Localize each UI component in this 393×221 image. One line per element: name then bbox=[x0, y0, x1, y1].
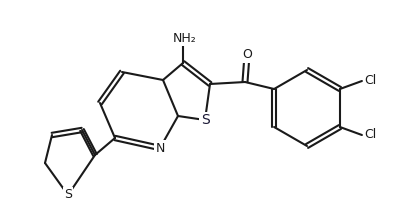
Text: O: O bbox=[242, 48, 252, 61]
Text: Cl: Cl bbox=[364, 74, 376, 88]
Text: NH₂: NH₂ bbox=[173, 32, 197, 44]
Text: S: S bbox=[64, 189, 72, 202]
Text: Cl: Cl bbox=[364, 128, 376, 141]
Text: S: S bbox=[200, 113, 209, 127]
Text: N: N bbox=[155, 141, 165, 154]
